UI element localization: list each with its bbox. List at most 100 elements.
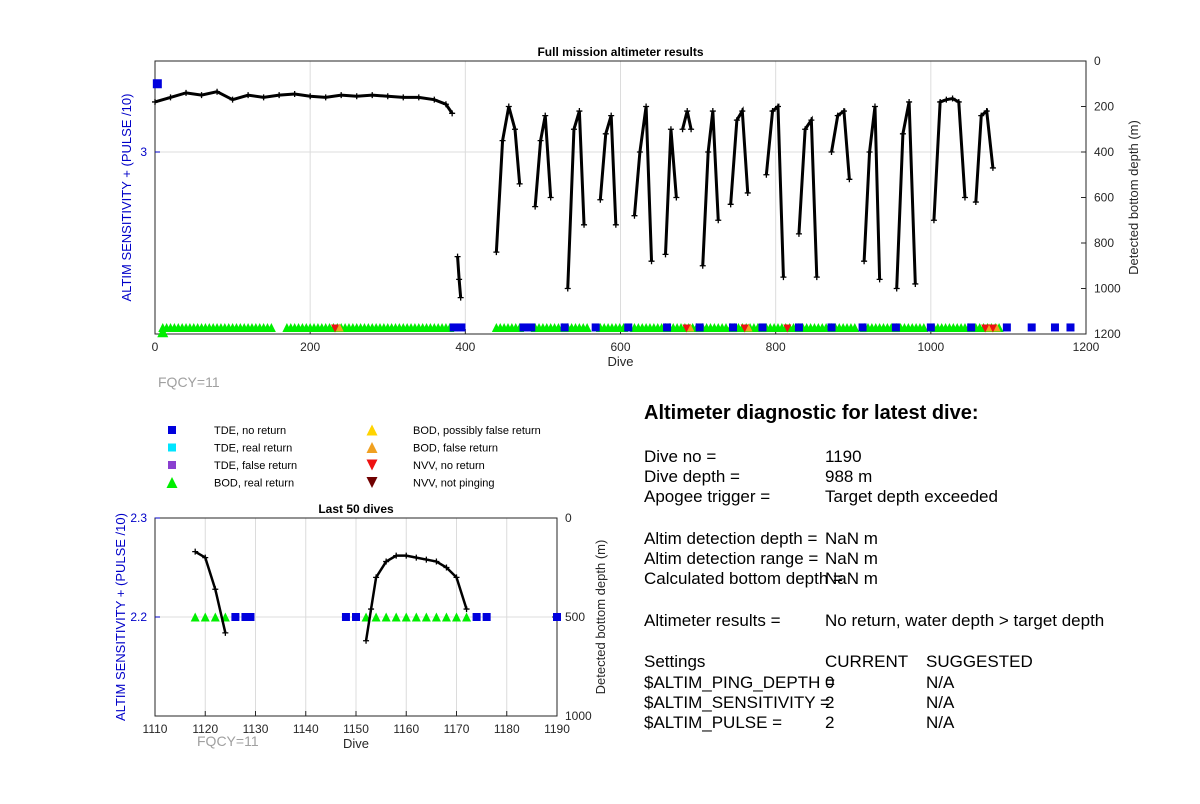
legend-marker <box>168 443 176 452</box>
depth-point <box>192 548 199 555</box>
flag-marker-tde-no-return <box>241 613 250 621</box>
depth-point <box>943 96 950 103</box>
depth-point <box>612 221 619 228</box>
flag-marker-tde-no-return <box>449 323 458 332</box>
diagnostic-title: Altimeter diagnostic for latest dive: <box>644 402 979 424</box>
detection-depth-label: Altim detection depth = <box>644 529 818 548</box>
y-left-tick-label: 2.3 <box>130 511 147 525</box>
depth-point <box>581 221 588 228</box>
depth-point <box>415 94 422 101</box>
y-left-axis-label: ALTIM SENSITIVITY + (PULSE /10) <box>119 94 134 302</box>
x-tick-label: 800 <box>766 340 786 354</box>
depth-series-line <box>598 115 618 225</box>
last-50-dives-chart: 1110 1120 1130 1140 1150 1160 1170 1180 1190 0 500… <box>113 502 608 751</box>
settings-label: Settings <box>644 652 706 671</box>
depth-point <box>542 112 549 119</box>
depth-series-line <box>895 101 917 289</box>
depth-point <box>338 92 345 99</box>
depth-point <box>454 253 461 260</box>
flag-marker-tde-no-return <box>519 323 528 332</box>
depth-point <box>167 94 174 101</box>
flag-marker-nvv-no-return <box>740 324 749 333</box>
flag-marker-tde-no-return <box>758 323 767 332</box>
chart-title: Last 50 dives <box>318 502 394 516</box>
setting-name: $ALTIM_PING_DEPTH = <box>644 673 835 692</box>
depth-series-line <box>729 106 750 205</box>
depth-point <box>876 276 883 283</box>
legend-marker <box>168 461 176 469</box>
depth-point <box>636 149 643 155</box>
flag-marker-bod-real <box>401 612 411 622</box>
depth-point <box>403 552 410 559</box>
depth-point <box>547 194 554 201</box>
depth-point <box>715 217 722 224</box>
flag-marker-bod-real <box>210 612 220 622</box>
flag-marker-bod-real <box>411 612 421 622</box>
apogee-trigger-label: Apogee trigger = <box>644 487 771 506</box>
y-right-tick-label: 1000 <box>1094 282 1121 296</box>
flag-marker-tde-no-return <box>926 323 935 332</box>
dive-no-value: 1190 <box>825 447 862 466</box>
y-right-tick-label: 1000 <box>565 709 592 723</box>
depth-point <box>972 199 979 206</box>
flag-marker-tde-no-return <box>1066 323 1075 332</box>
depth-point <box>393 552 400 559</box>
depth-point <box>511 126 518 133</box>
depth-point <box>937 98 944 105</box>
depth-point <box>245 92 252 99</box>
fqcy-annotation: FQCY=11 <box>197 733 259 749</box>
depth-point <box>744 189 751 196</box>
depth-point <box>353 93 360 100</box>
legend-marker <box>366 424 378 436</box>
depth-point <box>449 110 456 117</box>
altimeter-results-value: No return, water depth > target depth <box>825 611 1105 630</box>
flag-marker-nvv-no-return <box>981 324 990 333</box>
flag-marker-tde-no-return <box>858 323 867 332</box>
flag-marker-nvv-no-return <box>330 324 339 333</box>
depth-point <box>866 149 873 155</box>
depth-point <box>899 130 906 137</box>
depth-point <box>457 294 464 301</box>
depth-point <box>383 558 390 565</box>
depth-point <box>212 586 219 593</box>
flag-marker-tde-no-return <box>728 323 737 332</box>
depth-point <box>769 108 776 115</box>
legend-marker <box>366 459 378 471</box>
current-header: CURRENT <box>825 652 909 671</box>
depth-point <box>828 149 835 155</box>
left-axis-marker <box>152 79 162 89</box>
depth-point <box>384 93 391 100</box>
depth-point <box>276 92 283 99</box>
flag-marker-tde-no-return <box>341 613 350 621</box>
x-axis-label: Dive <box>343 736 369 751</box>
flag-marker-tde-no-return <box>891 323 900 332</box>
dive-no-label: Dive no = <box>644 447 717 466</box>
x-tick-label: 400 <box>455 340 475 354</box>
flag-marker-tde-no-return <box>246 613 255 621</box>
depth-point <box>499 137 506 144</box>
depth-point <box>198 92 205 99</box>
x-tick-label: 1160 <box>393 722 419 736</box>
flag-marker-bod-false <box>744 323 753 332</box>
depth-point <box>667 126 674 133</box>
flag-marker-tde-no-return <box>663 323 672 332</box>
depth-point <box>643 103 650 110</box>
x-tick-label: 200 <box>300 340 320 354</box>
depth-point <box>493 249 500 256</box>
depth-point <box>400 94 407 101</box>
y-right-tick-label: 500 <box>565 610 585 624</box>
x-tick-label: 1170 <box>444 722 470 736</box>
depth-point <box>597 196 604 203</box>
flag-marker-tde-no-return <box>457 323 466 332</box>
dive-depth-label: Dive depth = <box>644 467 740 486</box>
depth-point <box>260 94 267 101</box>
calculated-depth-value: NaN m <box>825 569 878 588</box>
depth-point <box>214 88 221 95</box>
setting-current: 2 <box>825 693 835 712</box>
x-tick-label: 0 <box>152 340 159 354</box>
y-right-axis-label: Detected bottom depth (m) <box>593 540 608 695</box>
depth-point <box>906 98 913 105</box>
depth-series-line <box>632 106 654 262</box>
depth-point <box>516 180 523 187</box>
x-tick-label: 1180 <box>494 722 520 736</box>
